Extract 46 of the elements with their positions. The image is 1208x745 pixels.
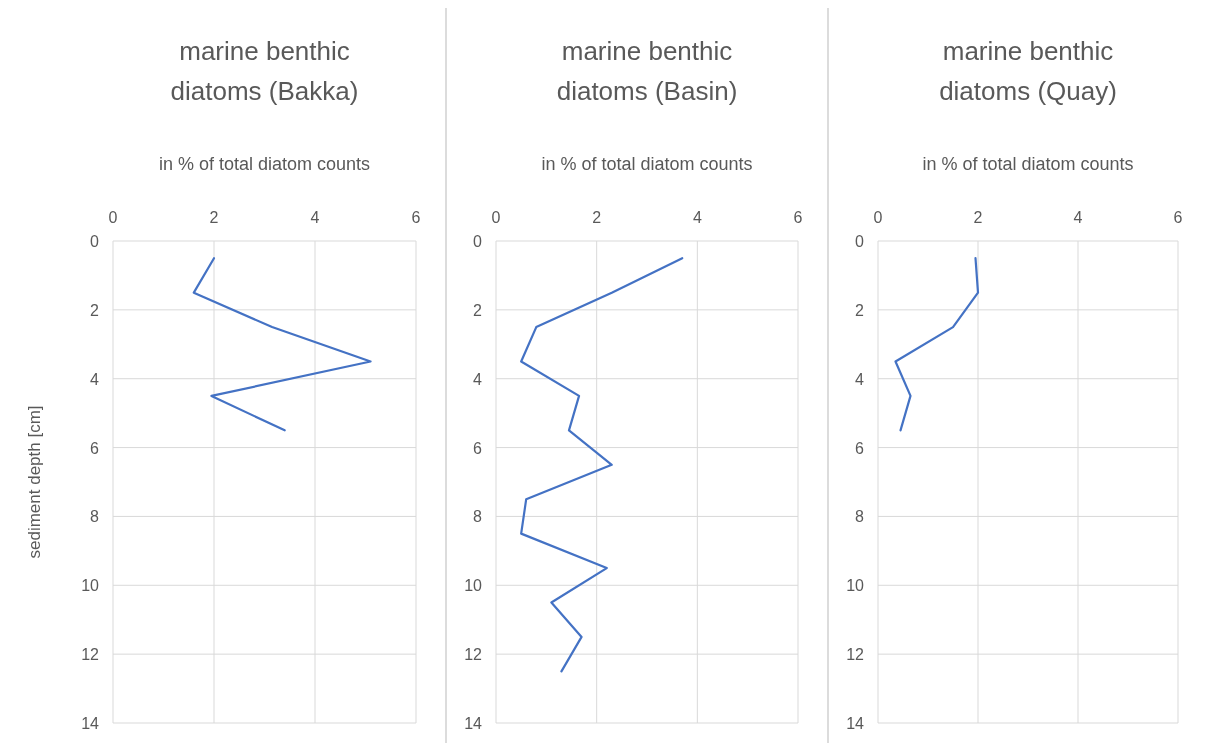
y-tick-label: 8 bbox=[473, 508, 483, 526]
x-axis-title: in % of total diatom counts bbox=[922, 154, 1134, 174]
y-tick-label: 2 bbox=[855, 301, 865, 319]
y-tick-label: 2 bbox=[473, 301, 483, 319]
y-tick-label: 8 bbox=[90, 508, 100, 526]
x-tick-label: 6 bbox=[411, 209, 421, 226]
x-tick-label: 2 bbox=[973, 209, 983, 226]
y-tick-label: 10 bbox=[464, 577, 483, 595]
x-tick-label: 2 bbox=[209, 209, 219, 226]
y-tick-label: 14 bbox=[846, 715, 865, 732]
x-axis-title: in % of total diatom counts bbox=[158, 154, 371, 174]
x-tick-label: 0 bbox=[491, 209, 501, 226]
x-tick-label: 0 bbox=[108, 209, 118, 226]
y-axis-title: sediment depth [cm] bbox=[25, 405, 44, 559]
y-tick-label: 4 bbox=[473, 370, 483, 388]
y-tick-label: 12 bbox=[464, 646, 483, 664]
x-tick-label: 4 bbox=[692, 209, 702, 226]
y-tick-label: 10 bbox=[846, 577, 865, 595]
x-tick-label: 6 bbox=[793, 209, 803, 226]
y-tick-label: 6 bbox=[855, 439, 865, 457]
y-tick-label: 0 bbox=[855, 233, 865, 250]
chart-title: marine benthic diatoms (Bakka) bbox=[170, 36, 359, 106]
x-tick-label: 4 bbox=[1073, 209, 1083, 226]
y-tick-label: 8 bbox=[855, 508, 865, 526]
y-tick-label: 6 bbox=[90, 439, 100, 457]
x-tick-label: 4 bbox=[310, 209, 320, 226]
y-tick-label: 0 bbox=[90, 233, 100, 250]
chart-title: marine benthic diatoms (Quay) bbox=[939, 36, 1117, 106]
y-tick-label: 4 bbox=[855, 370, 865, 388]
y-tick-label: 4 bbox=[90, 370, 100, 388]
y-tick-label: 6 bbox=[473, 439, 483, 457]
line-series bbox=[894, 257, 980, 432]
y-tick-label: 12 bbox=[81, 646, 100, 664]
y-tick-label: 0 bbox=[473, 233, 483, 250]
y-tick-label: 2 bbox=[90, 301, 100, 319]
y-tick-label: 14 bbox=[81, 715, 100, 732]
y-tick-label: 10 bbox=[81, 577, 100, 595]
line-series bbox=[520, 257, 684, 673]
x-axis-title: in % of total diatom counts bbox=[541, 154, 753, 174]
x-tick-label: 2 bbox=[592, 209, 602, 226]
x-tick-label: 0 bbox=[873, 209, 883, 226]
x-tick-label: 6 bbox=[1173, 209, 1183, 226]
line-series bbox=[192, 257, 372, 432]
y-tick-label: 12 bbox=[846, 646, 865, 664]
chart-title: marine benthic diatoms (Basin) bbox=[556, 36, 738, 106]
y-tick-label: 14 bbox=[464, 715, 483, 732]
